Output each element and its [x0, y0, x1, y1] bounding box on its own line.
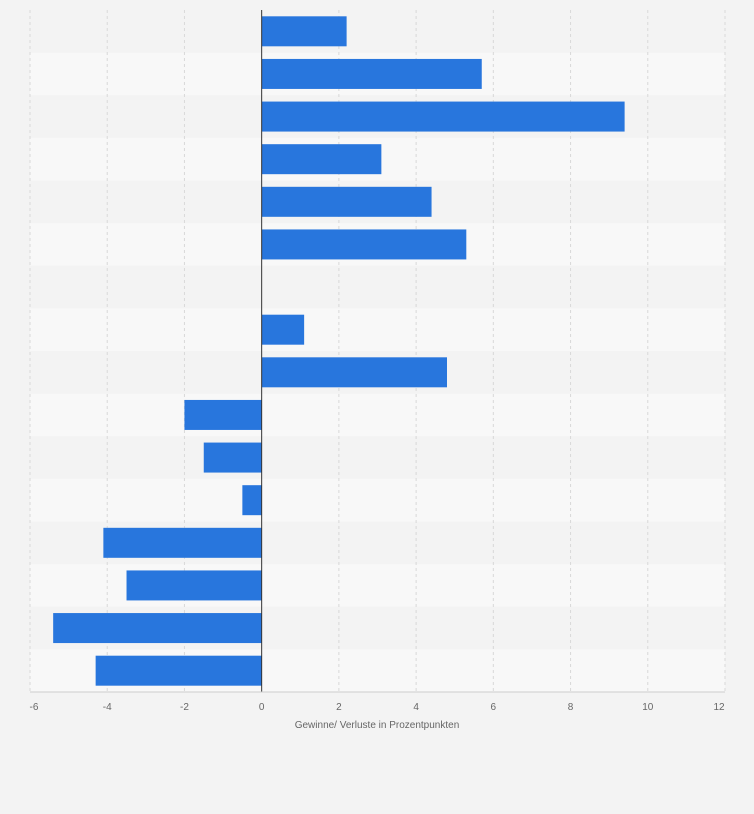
bar [103, 527, 262, 558]
row-band [30, 308, 725, 351]
bar [53, 613, 262, 644]
x-tick-label: -4 [103, 702, 112, 713]
bar [95, 655, 262, 686]
row-band [30, 436, 725, 479]
bar [261, 186, 432, 217]
bar [261, 144, 382, 175]
bar [184, 399, 262, 430]
bar [261, 357, 447, 388]
x-tick-label: 8 [568, 702, 574, 713]
axes [30, 10, 725, 693]
x-tick-label: 2 [336, 702, 342, 713]
x-tick-label: 10 [642, 702, 654, 713]
x-tick-label: 0 [259, 702, 265, 713]
row-band [30, 478, 725, 522]
bar [261, 101, 625, 132]
bar [242, 485, 262, 516]
bar [203, 442, 262, 473]
bar [261, 314, 305, 345]
row-band [30, 10, 725, 53]
x-tick-labels: -6 -4 -2 0 2 4 6 8 10 12 [30, 702, 725, 713]
x-tick-label: 12 [713, 702, 725, 713]
bar [261, 16, 347, 47]
bars [53, 16, 625, 686]
bar [261, 229, 467, 260]
bar [261, 58, 482, 89]
x-tick-label: -2 [180, 702, 189, 713]
x-tick-label: 4 [413, 702, 419, 713]
x-axis-title: Gewinne/ Verluste in Prozentpunkten [295, 720, 460, 731]
row-band [30, 265, 725, 309]
bar [126, 570, 262, 601]
row-band [30, 393, 725, 437]
x-tick-label: -6 [30, 702, 39, 713]
x-tick-label: 6 [491, 702, 497, 713]
